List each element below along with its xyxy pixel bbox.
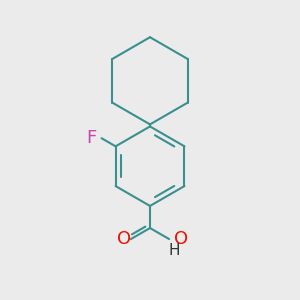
Text: O: O	[117, 230, 131, 248]
Text: O: O	[174, 230, 188, 248]
Text: H: H	[169, 243, 180, 258]
Text: F: F	[86, 129, 96, 147]
